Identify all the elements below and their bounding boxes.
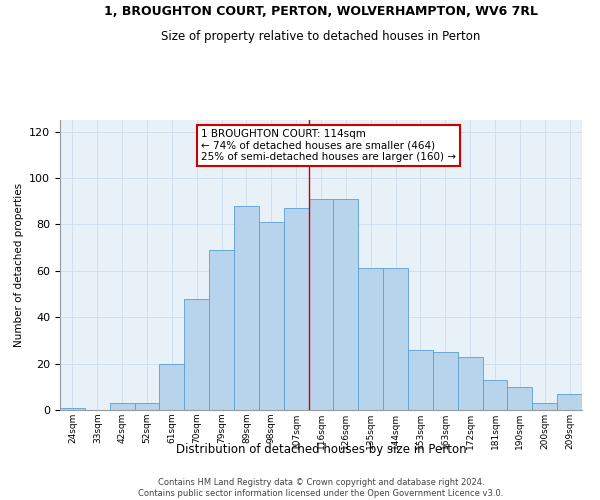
Bar	[284, 208, 308, 410]
Bar	[234, 206, 259, 410]
Text: Distribution of detached houses by size in Perton: Distribution of detached houses by size …	[176, 442, 466, 456]
Bar	[209, 250, 234, 410]
Y-axis label: Number of detached properties: Number of detached properties	[14, 183, 23, 347]
Text: Size of property relative to detached houses in Perton: Size of property relative to detached ho…	[161, 30, 481, 43]
Bar	[408, 350, 433, 410]
Bar	[160, 364, 184, 410]
Bar	[508, 387, 532, 410]
Bar	[557, 394, 582, 410]
Bar	[110, 403, 134, 410]
Bar	[334, 199, 358, 410]
Bar	[259, 222, 284, 410]
Bar	[60, 408, 85, 410]
Bar	[458, 356, 482, 410]
Bar	[358, 268, 383, 410]
Text: Contains HM Land Registry data © Crown copyright and database right 2024.
Contai: Contains HM Land Registry data © Crown c…	[139, 478, 503, 498]
Bar	[433, 352, 458, 410]
Bar	[383, 268, 408, 410]
Bar	[532, 403, 557, 410]
Bar	[482, 380, 508, 410]
Bar	[134, 403, 160, 410]
Text: 1 BROUGHTON COURT: 114sqm
← 74% of detached houses are smaller (464)
25% of semi: 1 BROUGHTON COURT: 114sqm ← 74% of detac…	[201, 128, 456, 162]
Bar	[308, 199, 334, 410]
Text: 1, BROUGHTON COURT, PERTON, WOLVERHAMPTON, WV6 7RL: 1, BROUGHTON COURT, PERTON, WOLVERHAMPTO…	[104, 5, 538, 18]
Bar	[184, 298, 209, 410]
